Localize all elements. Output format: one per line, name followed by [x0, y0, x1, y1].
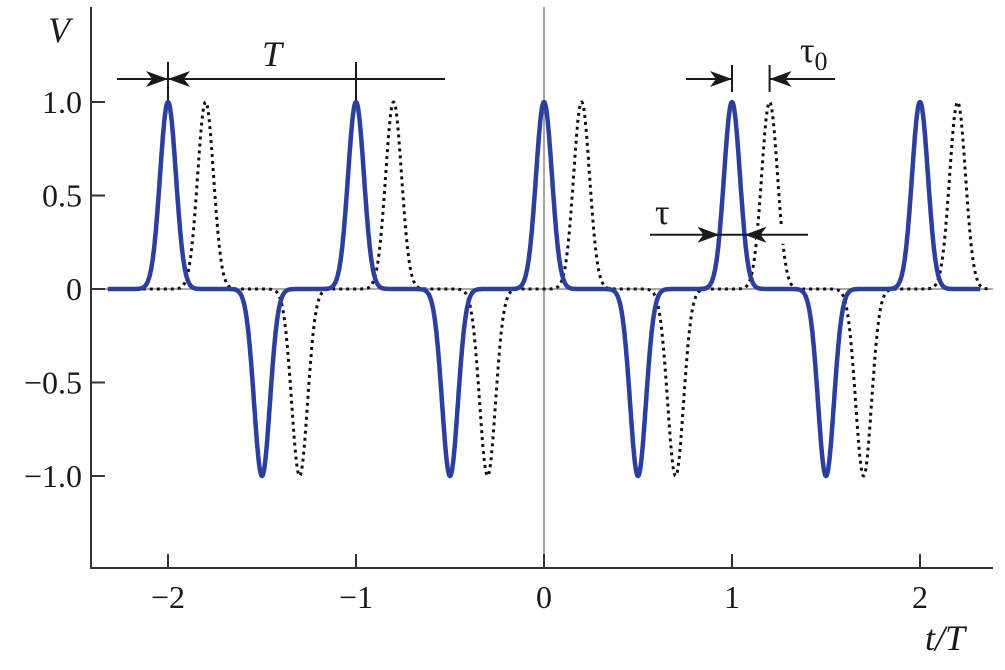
arrowhead-left-icon: [769, 71, 792, 87]
y-tick-label: 1.0: [42, 84, 82, 120]
x-axis-label: t/T: [925, 618, 968, 658]
axes-frame: −2 −1 0 1 2 1.0 0.5 0 −0.5 −1.0: [24, 7, 993, 615]
solid-series-line: [105, 99, 983, 479]
arrowhead-left-icon: [744, 226, 767, 243]
delay-label-subscript: 0: [814, 47, 827, 76]
x-tick-label: 1: [724, 579, 740, 615]
y-tick-label: −1.0: [24, 458, 82, 494]
y-tick-label: 0: [66, 271, 82, 307]
dotted-series-line: [106, 100, 993, 478]
width-label: τ: [655, 192, 669, 232]
y-tick-label: 0.5: [42, 178, 82, 214]
y-axis-label: V: [48, 10, 74, 50]
arrowhead-right-icon: [697, 226, 720, 243]
y-tick-label: −0.5: [24, 365, 82, 401]
x-tick-label: −1: [339, 579, 373, 615]
x-tick-label: 0: [536, 579, 552, 615]
series-group: [105, 99, 993, 479]
x-tick-label: 2: [912, 579, 928, 615]
x-tick-label: −2: [151, 579, 185, 615]
period-label: T: [262, 34, 285, 74]
arrowhead-right-icon: [146, 71, 168, 87]
arrowhead-right-icon: [710, 71, 732, 87]
delay-label: τ0: [800, 30, 827, 76]
arrowhead-left-icon: [168, 71, 190, 87]
